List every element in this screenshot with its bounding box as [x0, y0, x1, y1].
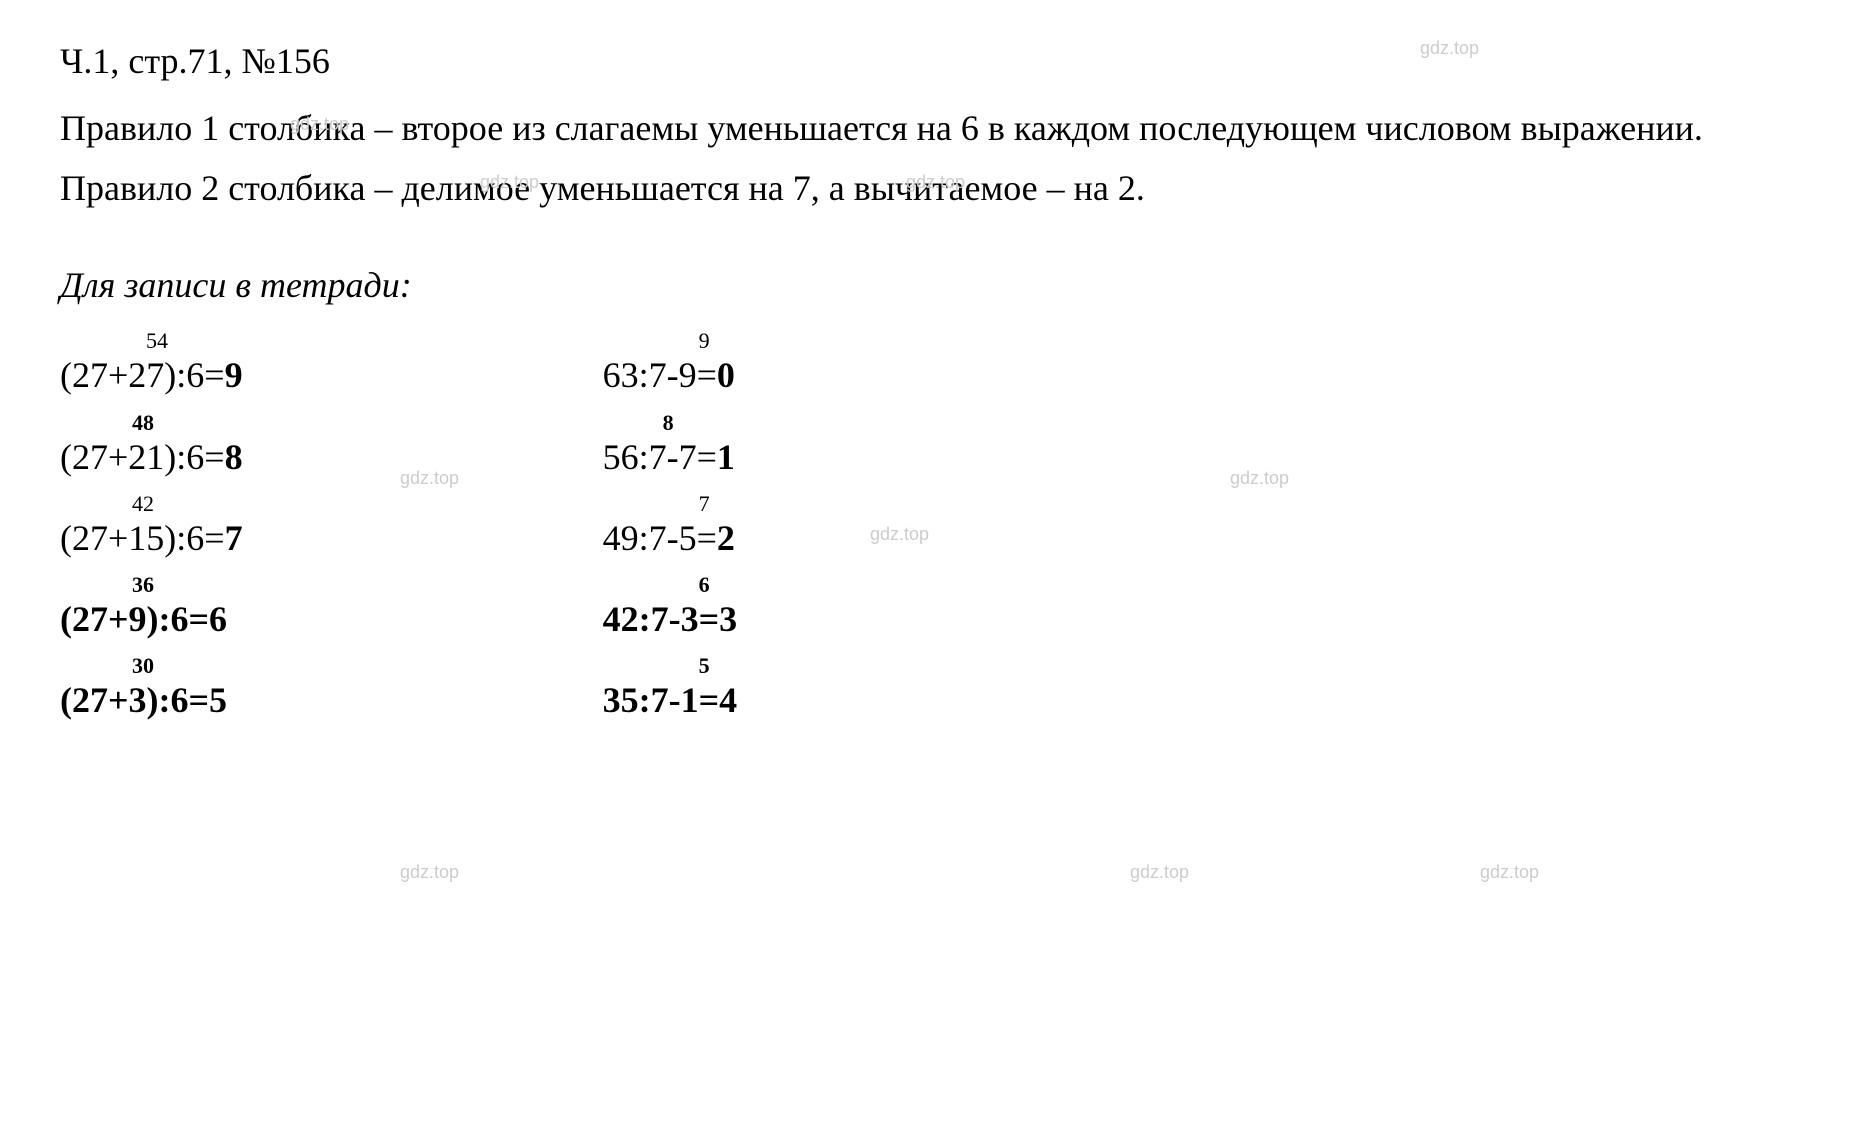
column-2: 963:7-9=0856:7-7=1749:7-5=2642:7-3=3535:… [603, 330, 738, 736]
page-header: Ч.1, стр.71, №156 [60, 40, 1813, 82]
expression-text: 35:7-1=4 [603, 679, 738, 722]
superscript-value: 9 [603, 330, 738, 352]
superscript-value: 48 [60, 412, 243, 434]
expression-result: 7 [225, 518, 243, 558]
expression-text: (27+3):6=5 [60, 679, 243, 722]
expression-text: 42:7-3=3 [603, 598, 738, 641]
expression-block: 54(27+27):6=9 [60, 330, 243, 397]
superscript-value: 42 [60, 493, 243, 515]
expression-block: 749:7-5=2 [603, 493, 738, 560]
superscript-value: 36 [60, 574, 243, 596]
expression-block: 42(27+15):6=7 [60, 493, 243, 560]
superscript-value: 54 [60, 330, 243, 352]
superscript-value: 30 [60, 655, 243, 677]
expression-result: 2 [717, 518, 735, 558]
expression-prefix: 63:7-9= [603, 355, 717, 395]
column-1: 54(27+27):6=948(27+21):6=842(27+15):6=73… [60, 330, 243, 736]
expression-text: 49:7-5=2 [603, 517, 738, 560]
expression-text: (27+15):6=7 [60, 517, 243, 560]
expression-result: 0 [717, 355, 735, 395]
expression-block: 642:7-3=3 [603, 574, 738, 641]
expression-result: 1 [717, 437, 735, 477]
expression-prefix: 49:7-5= [603, 518, 717, 558]
watermark-text: gdz.top [400, 862, 459, 883]
expression-text: (27+9):6=6 [60, 598, 243, 641]
expression-text: 56:7-7=1 [603, 436, 738, 479]
superscript-value: 8 [603, 412, 738, 434]
expression-prefix: 56:7-7= [603, 437, 717, 477]
expression-block: 48(27+21):6=8 [60, 412, 243, 479]
superscript-value: 5 [603, 655, 738, 677]
superscript-value: 6 [603, 574, 738, 596]
expression-prefix: (27+21):6= [60, 437, 225, 477]
expression-prefix: (27+27):6= [60, 355, 225, 395]
expression-text: (27+27):6=9 [60, 354, 243, 397]
rule-1-text: Правило 1 столбика – второе из слагаемы … [60, 102, 1813, 154]
superscript-value: 7 [603, 493, 738, 515]
expression-prefix: (27+15):6= [60, 518, 225, 558]
expression-block: 856:7-7=1 [603, 412, 738, 479]
expression-result: 8 [225, 437, 243, 477]
watermark-text: gdz.top [1480, 862, 1539, 883]
expression-columns: 54(27+27):6=948(27+21):6=842(27+15):6=73… [60, 330, 1813, 736]
expression-block: 30(27+3):6=5 [60, 655, 243, 722]
expression-block: 963:7-9=0 [603, 330, 738, 397]
expression-text: (27+21):6=8 [60, 436, 243, 479]
expression-result: 9 [225, 355, 243, 395]
rule-2-text: Правило 2 столбика – делимое уменьшается… [60, 162, 1813, 214]
notebook-label: Для записи в тетради: [60, 264, 1813, 306]
expression-block: 36(27+9):6=6 [60, 574, 243, 641]
expression-text: 63:7-9=0 [603, 354, 738, 397]
watermark-text: gdz.top [1130, 862, 1189, 883]
expression-block: 535:7-1=4 [603, 655, 738, 722]
